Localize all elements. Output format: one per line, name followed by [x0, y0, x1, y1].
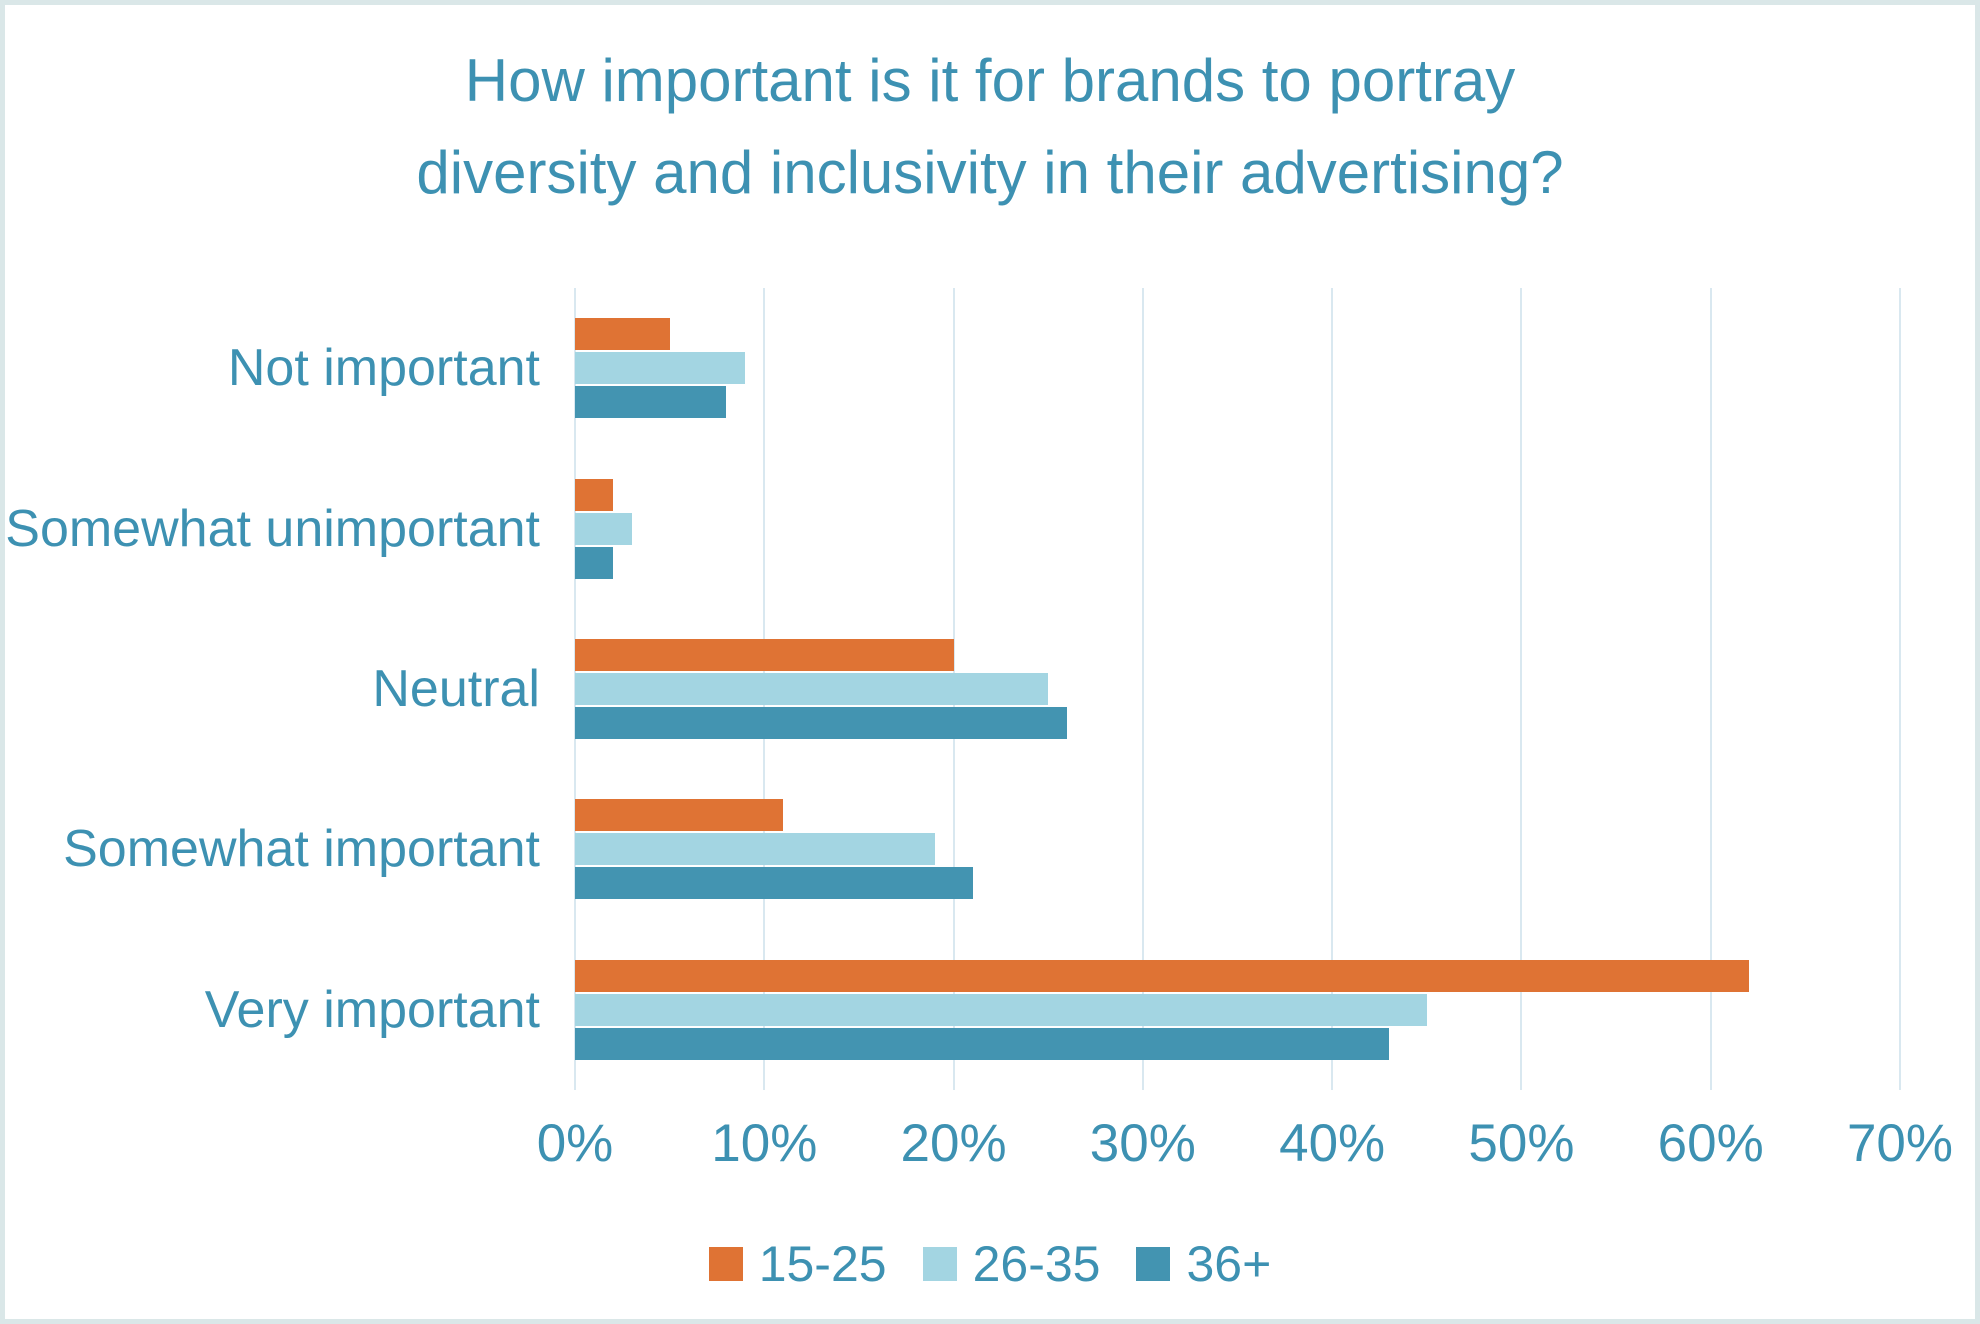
- bar-36-neutral: [575, 707, 1068, 739]
- x-tick-label-50: 50%: [1468, 1114, 1575, 1173]
- category-label-neutral: Neutral: [372, 660, 540, 718]
- bar-15-25-neutral: [575, 639, 954, 671]
- bar-36-not-important: [575, 386, 727, 419]
- legend-label-36: 36+: [1186, 1236, 1272, 1292]
- chart-title-line2: diversity and inclusivity in their adver…: [416, 138, 1564, 206]
- gridline-70: [1899, 288, 1901, 1090]
- category-label-somewhat-important: Somewhat important: [63, 820, 540, 879]
- category-label-very-important: Very important: [204, 980, 540, 1039]
- gridline-30: [1141, 288, 1144, 1090]
- bar-15-25-somewhat-unimportant: [575, 478, 613, 511]
- chart-title: How important is it for brands to portra…: [5, 35, 1975, 219]
- gridline-50: [1520, 288, 1523, 1090]
- bar-26-35-neutral: [575, 673, 1049, 705]
- plot-area: [574, 288, 1901, 1090]
- legend-item-26-35: 26-35: [922, 1235, 1101, 1293]
- x-tick-label-20: 20%: [900, 1114, 1007, 1173]
- x-tick-label-40: 40%: [1279, 1114, 1386, 1173]
- bar-36-very-important: [575, 1027, 1389, 1060]
- bar-26-35-somewhat-unimportant: [575, 512, 632, 545]
- chart-title-line1: How important is it for brands to portra…: [464, 47, 1516, 114]
- legend-swatch-15-25: [708, 1247, 743, 1281]
- x-tick-label-70: 70%: [1846, 1114, 1954, 1173]
- bar-group-somewhat-important: [575, 799, 1900, 900]
- bar-26-35-not-important: [575, 352, 746, 385]
- legend-item-15-25: 15-25: [708, 1235, 887, 1293]
- x-tick-label-60: 60%: [1657, 1114, 1764, 1173]
- bar-group-somewhat-unimportant: [575, 478, 1900, 579]
- bar-15-25-not-important: [575, 318, 670, 351]
- bar-26-35-very-important: [575, 993, 1427, 1026]
- legend-label-26-35: 26-35: [972, 1236, 1101, 1292]
- bar-15-25-very-important: [575, 959, 1749, 992]
- legend-swatch-36: [1136, 1247, 1171, 1281]
- bar-group-neutral: [575, 639, 1900, 739]
- bar-group-not-important: [575, 318, 1900, 419]
- legend: 15-25 26-35 36+: [5, 1235, 1975, 1293]
- bar-15-25-somewhat-important: [575, 799, 784, 832]
- legend-item-36: 36+: [1136, 1235, 1271, 1293]
- bar-36-somewhat-unimportant: [575, 546, 613, 579]
- x-tick-label-0: 0%: [536, 1114, 614, 1173]
- legend-label-15-25: 15-25: [758, 1236, 887, 1292]
- gridline-40: [1331, 288, 1334, 1090]
- x-tick-label-10: 10%: [711, 1114, 818, 1173]
- x-tick-label-30: 30%: [1089, 1114, 1196, 1173]
- category-label-not-important: Not important: [227, 339, 540, 398]
- category-label-somewhat-unimportant: Somewhat unimportant: [5, 499, 540, 558]
- bar-26-35-somewhat-important: [575, 833, 935, 866]
- bar-36-somewhat-important: [575, 867, 973, 900]
- bar-group-very-important: [575, 959, 1900, 1060]
- legend-swatch-26-35: [922, 1247, 957, 1281]
- gridline-60: [1709, 288, 1712, 1090]
